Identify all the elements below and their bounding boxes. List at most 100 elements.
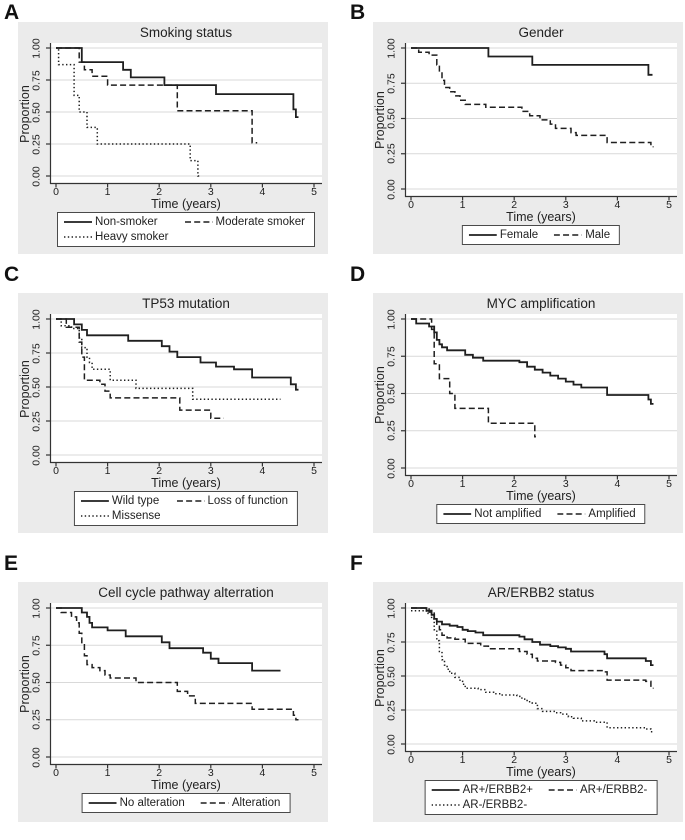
legend-line-sample-dashed bbox=[200, 801, 229, 804]
legend-line-sample-dashed bbox=[557, 512, 586, 515]
x-tick-label: 0 bbox=[53, 186, 59, 198]
y-tick-label: 0.50 bbox=[30, 672, 43, 693]
km-curve-missense bbox=[56, 318, 281, 400]
x-tick-label: 2 bbox=[511, 478, 518, 490]
km-curve-male bbox=[411, 47, 654, 148]
legend-item: Not amplified bbox=[443, 506, 541, 521]
y-tick-label: 0.75 bbox=[30, 69, 43, 91]
panel-d: D MYC amplification Proportion Time (yea… bbox=[342, 262, 685, 551]
x-tick-label: 3 bbox=[207, 465, 214, 477]
legend-item: AR-/ERBB2- bbox=[431, 797, 533, 812]
legend-item: Female bbox=[468, 227, 539, 242]
legend-label: Missense bbox=[111, 509, 161, 522]
x-tick-label: 4 bbox=[259, 465, 266, 477]
x-tick-label: 2 bbox=[156, 767, 163, 779]
legend-label: Female bbox=[499, 228, 539, 241]
legend-line-sample-solid bbox=[443, 512, 472, 515]
km-curve-ar+-erbb2- bbox=[411, 607, 654, 689]
legend-label: No alteration bbox=[119, 796, 185, 809]
x-tick-label: 5 bbox=[311, 465, 317, 477]
chart-title-b: Gender bbox=[518, 25, 564, 40]
legend-label: AR+/ERBB2+ bbox=[462, 783, 533, 796]
x-tick-label: 4 bbox=[614, 478, 621, 490]
legend-label: Wild type bbox=[111, 494, 160, 507]
y-tick-label: 0.25 bbox=[385, 699, 398, 721]
x-tick-label: 2 bbox=[511, 754, 518, 766]
chart-box-f: AR/ERBB2 status Proportion Time (years) … bbox=[373, 582, 683, 822]
x-tick-label: 4 bbox=[614, 754, 621, 766]
plot-area-f bbox=[401, 603, 677, 756]
legend-label: Not amplified bbox=[474, 507, 542, 520]
chart-box-e: Cell cycle pathway alterration Proportio… bbox=[18, 582, 328, 822]
x-tick-label: 4 bbox=[614, 199, 621, 211]
x-tick-label: 1 bbox=[104, 767, 111, 779]
y-tick-label: 0.75 bbox=[30, 342, 43, 364]
y-tick-label: 0.00 bbox=[385, 457, 398, 479]
x-tick-label: 3 bbox=[562, 754, 569, 766]
x-tick-label: 4 bbox=[259, 186, 266, 198]
km-curve-loss-of-function bbox=[56, 318, 224, 420]
y-tick-label: 1.00 bbox=[385, 37, 398, 59]
km-curve-female bbox=[411, 47, 653, 76]
km-curve-wild-type bbox=[56, 318, 299, 391]
y-tick-label: 0.00 bbox=[385, 733, 398, 755]
y-tick-label: 0.50 bbox=[385, 665, 398, 687]
legend-line-sample-dotted bbox=[431, 803, 460, 806]
x-tick-label: 0 bbox=[408, 199, 414, 211]
plot-area-d bbox=[401, 314, 677, 480]
x-axis-label-f: Time (years) bbox=[506, 765, 576, 779]
legend-item: AR+/ERBB2- bbox=[548, 782, 647, 797]
y-tick-label: 0.25 bbox=[30, 410, 43, 432]
y-tick-label: 1.00 bbox=[385, 308, 398, 330]
y-tick-label: 0.75 bbox=[385, 631, 398, 653]
x-tick-label: 2 bbox=[156, 465, 163, 477]
x-tick-label: 0 bbox=[53, 767, 59, 779]
x-tick-label: 4 bbox=[259, 767, 266, 779]
km-curve-not-amplified bbox=[411, 318, 654, 405]
y-tick-label: 0.00 bbox=[30, 165, 43, 187]
legend-d: Not amplified Amplified bbox=[436, 504, 646, 524]
legend-item: Heavy smoker bbox=[64, 229, 169, 244]
legend-label: Non-smoker bbox=[95, 215, 158, 228]
x-tick-label: 3 bbox=[207, 767, 214, 779]
km-curve-moderate-smoker bbox=[56, 47, 258, 144]
legend-label: Heavy smoker bbox=[95, 230, 169, 243]
panel-letter-a: A bbox=[4, 1, 20, 24]
x-tick-label: 0 bbox=[408, 754, 414, 766]
y-tick-label: 0.00 bbox=[30, 746, 43, 768]
legend-item: Missense bbox=[80, 508, 161, 523]
panel-letter-e: E bbox=[4, 552, 19, 575]
x-tick-label: 1 bbox=[459, 478, 466, 490]
plot-area-a bbox=[46, 43, 322, 188]
y-tick-label: 0.50 bbox=[385, 108, 398, 129]
x-tick-label: 1 bbox=[104, 465, 111, 477]
legend-line-sample-dashed bbox=[554, 233, 583, 236]
plot-area-b bbox=[401, 43, 677, 201]
legend-item: No alteration bbox=[88, 795, 185, 810]
chart-box-d: MYC amplification Proportion Time (years… bbox=[373, 293, 683, 533]
legend-b: Female Male bbox=[461, 225, 621, 245]
panel-letter-c: C bbox=[4, 263, 20, 286]
legend-item: AR+/ERBB2+ bbox=[431, 782, 533, 797]
chart-title-a: Smoking status bbox=[139, 25, 233, 40]
legend-item: Loss of function bbox=[176, 493, 288, 508]
x-tick-label: 0 bbox=[53, 465, 59, 477]
legend-line-sample-dotted bbox=[80, 514, 109, 517]
legend-line-sample-dotted bbox=[64, 235, 93, 238]
x-tick-label: 5 bbox=[666, 199, 672, 211]
legend-line-sample-dashed bbox=[184, 220, 213, 223]
y-tick-label: 0.75 bbox=[30, 635, 43, 656]
legend-label: Moderate smoker bbox=[215, 215, 305, 228]
y-tick-label: 0.25 bbox=[385, 143, 398, 164]
x-tick-label: 1 bbox=[104, 186, 111, 198]
legend-line-sample-solid bbox=[88, 801, 117, 804]
legend-item: Amplified bbox=[557, 506, 636, 521]
legend-a: Non-smoker Moderate smoker Heavy smoker bbox=[57, 212, 315, 247]
y-tick-label: 0.25 bbox=[30, 709, 43, 730]
x-tick-label: 3 bbox=[562, 199, 569, 211]
y-tick-label: 0.75 bbox=[385, 346, 398, 367]
x-axis-label-c: Time (years) bbox=[151, 476, 221, 490]
panel-letter-b: B bbox=[350, 1, 366, 24]
legend-label: Alteration bbox=[231, 796, 281, 809]
